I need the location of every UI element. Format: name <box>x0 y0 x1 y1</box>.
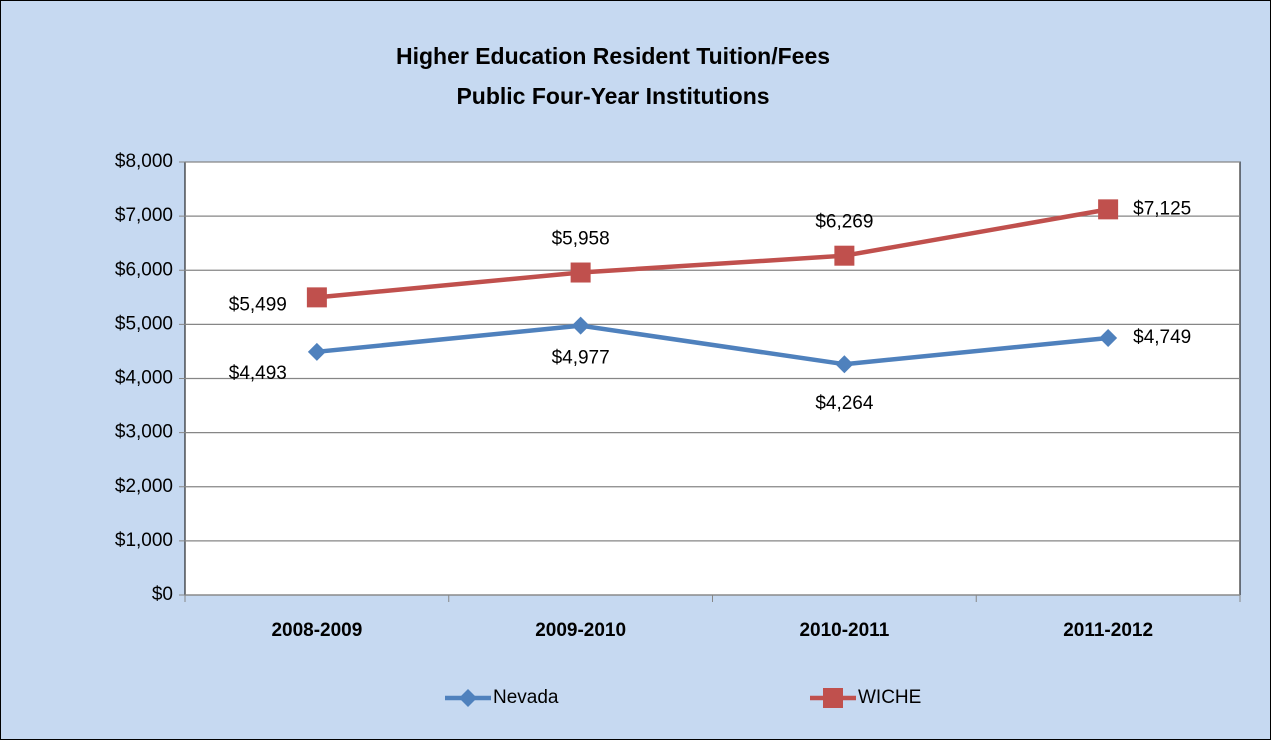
x-tick-label: 2008-2009 <box>271 620 362 641</box>
legend-label: Nevada <box>493 687 559 708</box>
data-point <box>1098 199 1119 220</box>
data-point <box>834 245 855 266</box>
y-tick-label: $4,000 <box>115 368 173 389</box>
y-tick-label: $7,000 <box>115 205 173 226</box>
data-label: $5,958 <box>552 229 610 250</box>
y-tick-label: $3,000 <box>115 422 173 443</box>
data-point <box>570 262 591 283</box>
series-line <box>316 207 1109 300</box>
data-point <box>306 287 327 308</box>
chart-subtitle: Public Four-Year Institutions <box>456 83 769 109</box>
y-tick-label: $5,000 <box>115 313 173 334</box>
x-tick-label: 2011-2012 <box>1063 620 1153 641</box>
y-tick-label: $1,000 <box>115 530 173 551</box>
data-point <box>1099 328 1118 347</box>
data-label: $6,269 <box>815 212 873 233</box>
y-tick-label: $8,000 <box>115 151 173 172</box>
y-tick-label: $0 <box>152 584 173 605</box>
chart-title: Higher Education Resident Tuition/Fees <box>396 43 830 69</box>
data-label: $4,264 <box>815 393 874 414</box>
data-point <box>835 355 854 374</box>
x-tick-label: 2009-2010 <box>535 620 626 641</box>
data-label: $4,977 <box>552 348 610 369</box>
y-tick-label: $2,000 <box>115 476 173 497</box>
data-label: $7,125 <box>1133 198 1191 219</box>
data-label: $4,749 <box>1133 327 1191 348</box>
data-label: $4,493 <box>229 363 287 384</box>
legend-marker <box>459 689 477 707</box>
legend-marker <box>823 688 843 708</box>
data-point <box>307 342 326 361</box>
x-tick-label: 2010-2011 <box>799 620 889 641</box>
series-line <box>316 323 1109 367</box>
legend-label: WICHE <box>858 687 921 708</box>
y-tick-label: $6,000 <box>115 259 173 280</box>
data-point <box>571 316 590 335</box>
data-label: $5,499 <box>229 294 287 315</box>
